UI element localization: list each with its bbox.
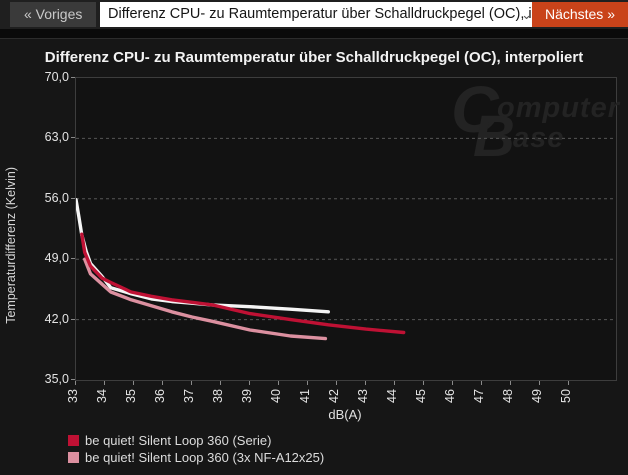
x-tick-mark: [133, 381, 134, 385]
x-tick-label-45: 45: [414, 389, 428, 403]
x-tick-label-42: 42: [327, 389, 341, 403]
x-tick-label-46: 46: [443, 389, 457, 403]
x-tick-label-47: 47: [472, 389, 486, 403]
legend-item-be-quiet-silent-loop-360-serie-[interactable]: be quiet! Silent Loop 360 (Serie): [68, 432, 324, 449]
x-tick-label-37: 37: [182, 389, 196, 403]
x-tick-mark: [336, 381, 337, 385]
x-tick-mark: [278, 381, 279, 385]
x-tick-mark: [452, 381, 453, 385]
legend-swatch: [68, 435, 79, 446]
chevron-down-icon: ⌄: [521, 7, 532, 22]
chart-panel: Differenz CPU- zu Raumtemperatur über Sc…: [0, 38, 628, 475]
x-tick-label-41: 41: [298, 389, 312, 403]
x-tick-mark: [191, 381, 192, 385]
x-tick-mark: [539, 381, 541, 385]
x-tick-label-49: 49: [530, 389, 545, 403]
x-tick-mark: [423, 381, 424, 385]
x-tick-label-34: 34: [95, 389, 109, 403]
x-tick-label-44: 44: [385, 389, 399, 403]
x-tick-label-48: 48: [501, 389, 516, 403]
x-tick-mark: [307, 381, 308, 385]
x-tick-mark: [75, 381, 76, 385]
y-tick-mark: [71, 318, 75, 320]
x-tick-mark: [220, 381, 221, 385]
x-tick-label-36: 36: [153, 389, 167, 403]
y-tick-label-49: 49,0: [44, 251, 69, 266]
y-tick-mark: [71, 77, 75, 78]
legend-label: be quiet! Silent Loop 360 (Serie): [85, 433, 272, 448]
x-tick-mark: [249, 381, 250, 385]
x-tick-label-33: 33: [66, 389, 80, 403]
chart-nav-bar: « Voriges Differenz CPU- zu Raumtemperat…: [0, 0, 628, 29]
x-tick-label-50: 50: [559, 389, 574, 403]
y-axis-title: Temperaturdifferenz (Kelvin): [4, 167, 18, 324]
x-tick-label-39: 39: [240, 389, 254, 403]
y-tick-label-70: 70,0: [44, 70, 69, 84]
chart-selector-value: Differenz CPU- zu Raumtemperatur über Sc…: [108, 6, 537, 22]
chart-selector-dropdown[interactable]: Differenz CPU- zu Raumtemperatur über Sc…: [100, 2, 537, 27]
y-tick-mark: [71, 379, 75, 380]
x-tick-label-40: 40: [269, 389, 283, 403]
x-tick-mark: [365, 381, 366, 385]
x-axis-title: dB(A): [328, 407, 362, 422]
y-tick-mark: [71, 197, 75, 199]
previous-chart-button[interactable]: « Voriges: [10, 2, 97, 27]
legend-item-be-quiet-silent-loop-360-3x-nf-a12x25-[interactable]: be quiet! Silent Loop 360 (3x NF-A12x25): [68, 449, 324, 466]
y-tick-label-63: 63,0: [44, 130, 69, 145]
chart-title: Differenz CPU- zu Raumtemperatur über Sc…: [44, 49, 584, 66]
legend-swatch: [68, 452, 79, 463]
x-tick-mark: [104, 381, 105, 385]
y-tick-label-35: 35,0: [44, 372, 69, 386]
y-tick-mark: [71, 137, 75, 139]
x-tick-mark: [568, 381, 570, 385]
x-tick-label-43: 43: [356, 389, 370, 403]
x-tick-label-35: 35: [124, 389, 138, 403]
y-tick-label-56: 56,0: [44, 190, 69, 205]
series-line-be-quiet-silent-loop-360-serie-: [80, 232, 406, 335]
series-line-be-quiet-silent-loop-360-3x-nf-a12x25-: [82, 257, 328, 341]
x-tick-mark: [481, 381, 482, 385]
legend-label: be quiet! Silent Loop 360 (3x NF-A12x25): [85, 450, 325, 465]
next-chart-button[interactable]: Nächstes »: [531, 2, 628, 27]
y-tick-mark: [71, 258, 75, 260]
plot-svg: [76, 137, 616, 341]
x-tick-mark: [510, 381, 512, 385]
x-tick-mark: [162, 381, 163, 385]
plot-area: C omputer B ase: [75, 76, 619, 381]
x-tick-label-38: 38: [211, 389, 225, 403]
y-tick-label-42: 42,0: [44, 311, 69, 326]
chart-legend: be quiet! Silent Loop 360 (Serie) be quie…: [68, 432, 324, 466]
x-tick-mark: [394, 381, 395, 385]
